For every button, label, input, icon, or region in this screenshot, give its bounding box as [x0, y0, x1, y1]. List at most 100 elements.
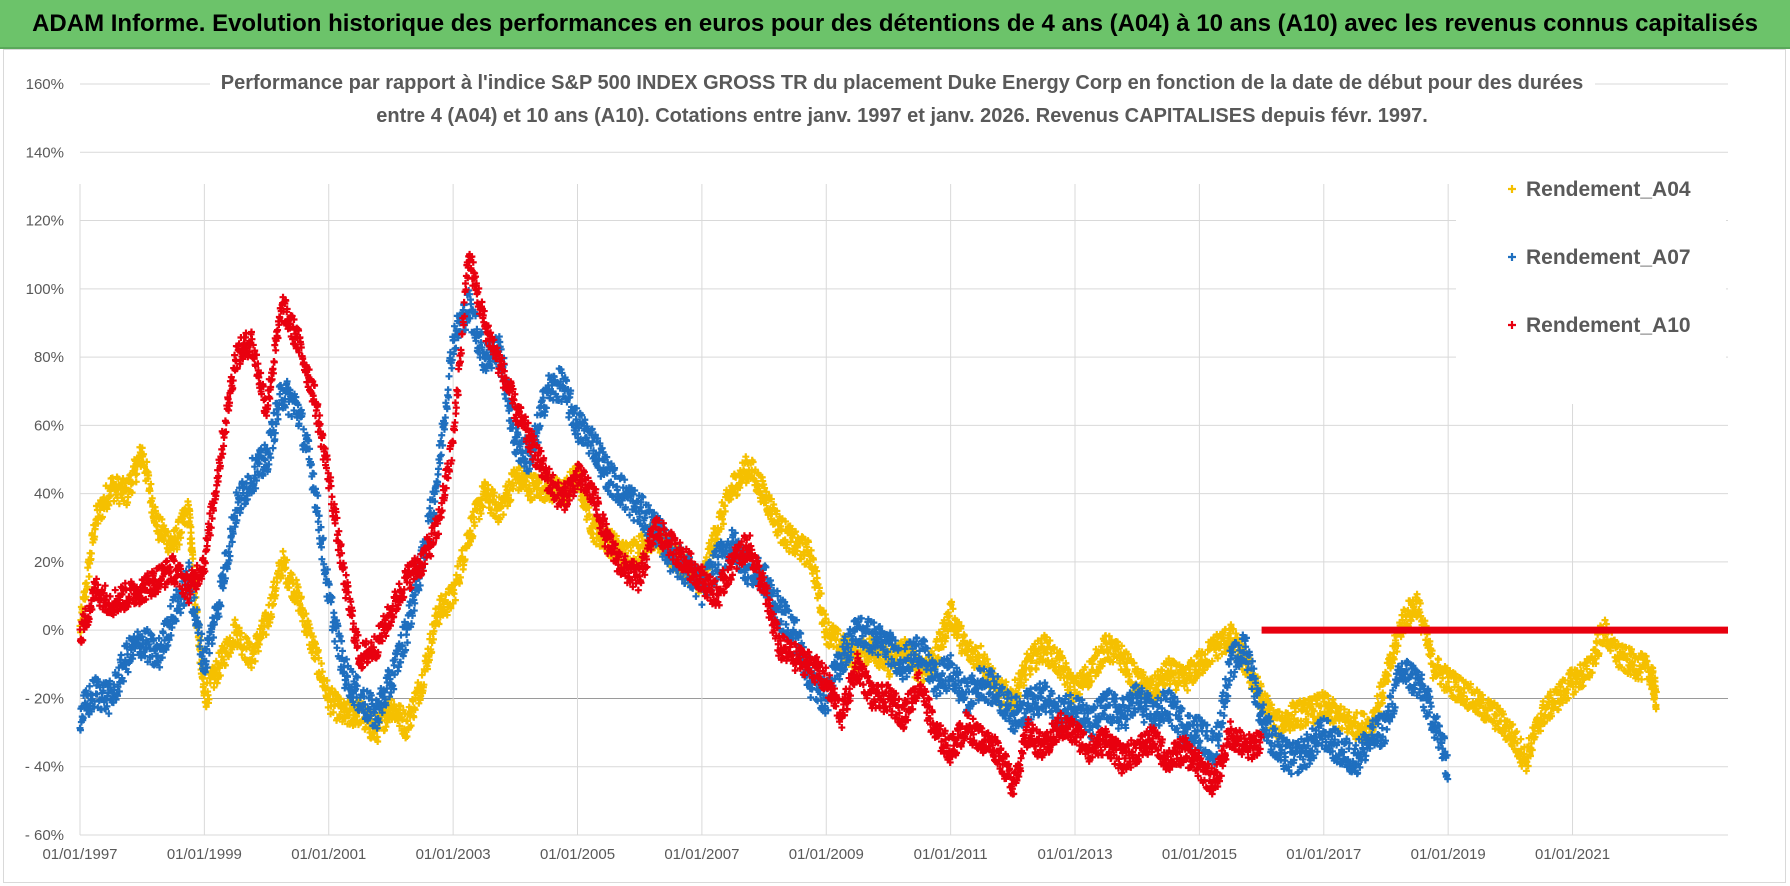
data-point [502, 482, 510, 490]
data-point [110, 497, 118, 505]
data-point [128, 489, 136, 497]
y-tick-label: - 60% [25, 827, 64, 844]
data-point [83, 583, 91, 591]
data-point [309, 633, 317, 641]
data-point [333, 691, 341, 699]
x-tick-label: 01/01/2013 [1037, 846, 1112, 863]
y-tick-label: 160% [26, 76, 64, 93]
data-point [273, 578, 281, 586]
data-point [257, 634, 265, 642]
data-point [479, 503, 487, 511]
data-point [279, 547, 287, 555]
data-point [268, 613, 276, 621]
data-point [585, 511, 593, 519]
y-tick-label: 40% [34, 486, 64, 503]
data-point [302, 610, 310, 618]
data-point [396, 722, 404, 730]
data-point [445, 372, 453, 380]
data-point [272, 584, 280, 592]
data-point [146, 487, 154, 495]
data-point [477, 509, 485, 517]
data-point [148, 494, 156, 502]
y-tick-label: 0% [42, 622, 64, 639]
data-point [719, 520, 727, 528]
x-tick-label: 01/01/2009 [789, 846, 864, 863]
x-tick-label: 01/01/2017 [1286, 846, 1361, 863]
data-point [456, 573, 464, 581]
data-point [1032, 665, 1040, 673]
x-tick-label: 01/01/2019 [1411, 846, 1486, 863]
x-axis: 01/01/1997 01/01/1999 01/01/2001 01/01/2003… [42, 846, 1610, 863]
report-banner: ADAM Informe. Evolution historique des p… [0, 0, 1790, 49]
data-point [410, 713, 418, 721]
data-point [315, 654, 323, 662]
data-point [507, 496, 515, 504]
data-point [469, 532, 477, 540]
data-point [447, 604, 455, 612]
data-point [133, 470, 141, 478]
data-point [225, 653, 233, 661]
data-point [247, 664, 255, 672]
x-tick-label: 01/01/2003 [416, 846, 491, 863]
data-point [237, 629, 245, 637]
y-tick-label: - 40% [25, 759, 64, 776]
data-point [105, 501, 113, 509]
data-point [288, 571, 296, 579]
data-point [140, 450, 148, 458]
x-tick-label: 01/01/2021 [1535, 846, 1610, 863]
x-tick-label: 01/01/2011 [914, 846, 988, 863]
data-point [727, 495, 735, 503]
data-point [749, 458, 757, 466]
data-point [323, 677, 331, 685]
data-point [283, 556, 291, 564]
data-point [509, 481, 517, 489]
data-point [374, 738, 382, 746]
data-point [120, 497, 128, 505]
data-point [1435, 656, 1443, 664]
data-point [115, 500, 123, 508]
data-point [147, 480, 155, 488]
data-point [178, 528, 186, 536]
data-point [220, 644, 228, 652]
data-point [98, 513, 106, 521]
data-point [751, 466, 759, 474]
y-tick-label: - 20% [25, 690, 64, 707]
data-point [186, 514, 194, 522]
data-point [186, 507, 194, 515]
data-point [398, 716, 406, 724]
data-point [297, 593, 305, 601]
data-point [425, 656, 433, 664]
data-point [86, 682, 94, 690]
data-point [585, 503, 593, 511]
data-point [456, 579, 464, 587]
data-point [702, 553, 710, 561]
data-point [213, 668, 221, 676]
data-point [465, 541, 473, 549]
x-tick-label: 01/01/2015 [1162, 846, 1237, 863]
data-points [76, 250, 1728, 798]
data-point [124, 493, 132, 501]
data-point [418, 671, 426, 679]
data-point [216, 671, 224, 679]
data-point [713, 535, 721, 543]
data-point [397, 702, 405, 710]
data-point [94, 519, 102, 527]
data-point [160, 522, 168, 530]
data-point [318, 668, 326, 676]
data-point [119, 475, 127, 483]
y-tick-label: 120% [26, 213, 64, 230]
data-point [437, 592, 445, 600]
data-point [262, 631, 270, 639]
data-point [331, 637, 339, 645]
y-tick-label: 60% [34, 417, 64, 434]
data-point [382, 723, 390, 731]
data-point [424, 665, 432, 673]
data-point [435, 620, 443, 628]
data-point [403, 717, 411, 725]
data-point [420, 681, 428, 689]
y-tick-label: 100% [26, 281, 64, 298]
data-point [279, 572, 287, 580]
data-point [145, 471, 153, 479]
data-point [173, 545, 181, 553]
data-point [221, 661, 229, 669]
